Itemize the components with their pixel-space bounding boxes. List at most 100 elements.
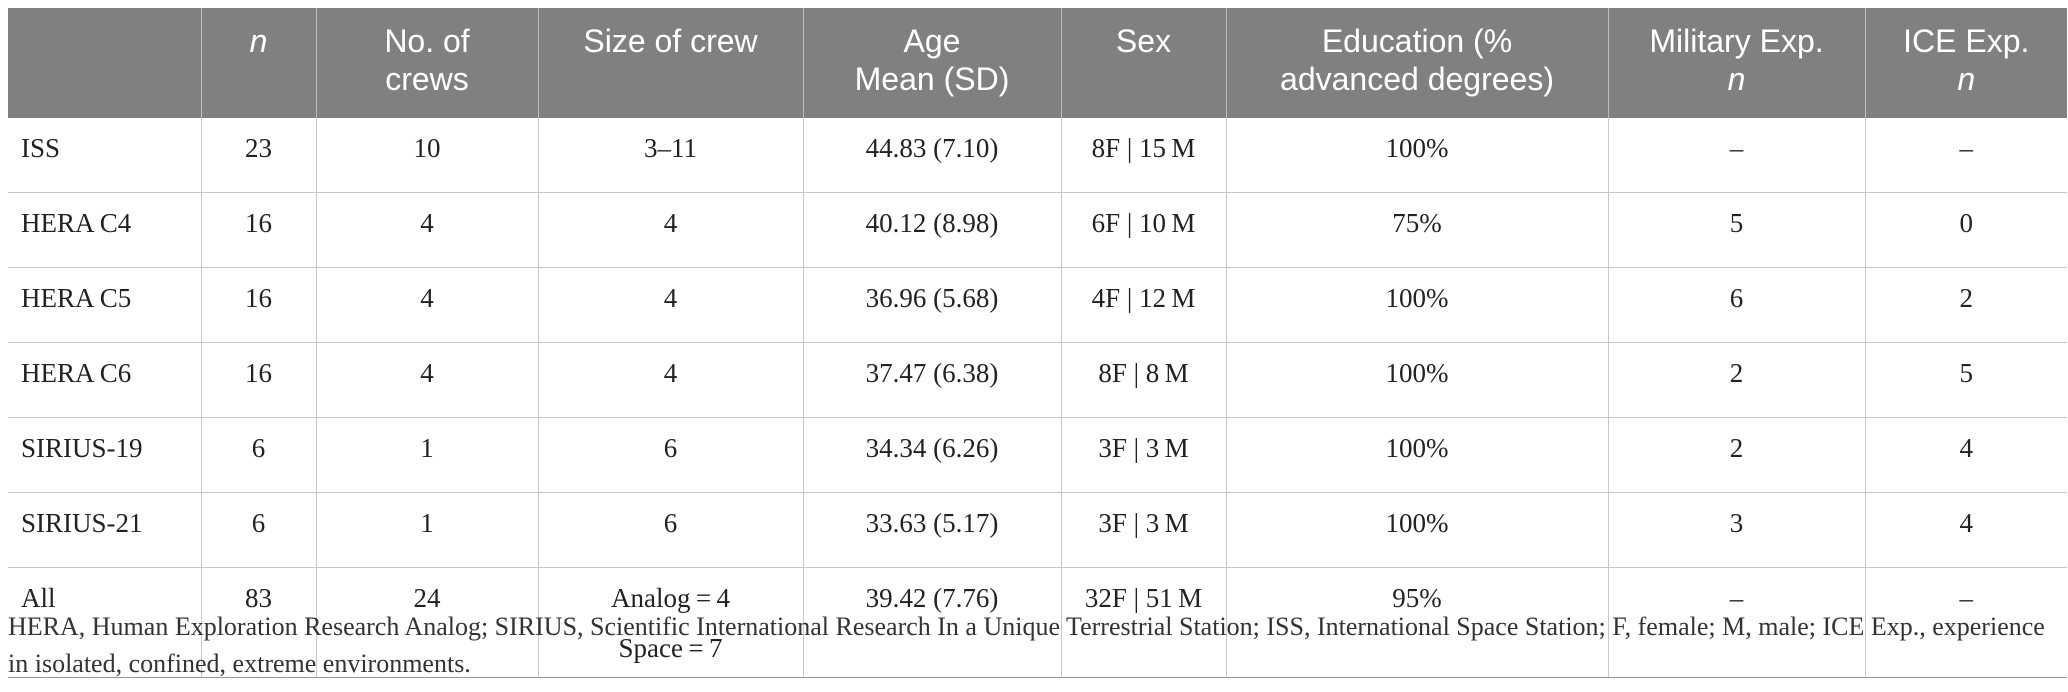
- table-cell-ice: –: [1865, 567, 2067, 678]
- table-cell-age: 44.83 (7.10): [803, 118, 1062, 193]
- cell-value: 37.47 (6.38): [865, 358, 999, 388]
- table-cell-mission: HERA C4: [8, 192, 202, 268]
- column-header: ICE Exp. n: [1865, 8, 2067, 118]
- table-cell-crews: 4: [316, 192, 539, 268]
- cell-value: All: [21, 583, 56, 613]
- table-cell-education: 100%: [1226, 342, 1609, 418]
- table-row: ISS 23 10 3–11 44.83 (7.10) 8F | 15 M 100% – –: [8, 118, 2067, 193]
- table-cell-mission: HERA C5: [8, 267, 202, 343]
- cell-value: 8F | 15 M: [1091, 133, 1196, 163]
- table-cell-age: 33.63 (5.17): [803, 492, 1062, 568]
- table-cell-ice: 2: [1865, 267, 2067, 343]
- cell-value: HERA C4: [21, 208, 132, 238]
- cell-value: 6F | 10 M: [1091, 208, 1196, 238]
- table-cell-military: 2: [1608, 342, 1866, 418]
- cell-value: 100%: [1385, 133, 1449, 163]
- table-cell-mission: ISS: [8, 118, 202, 193]
- table-row: All 83 24 Analog = 4 Space = 7 39.42 (7.76) 32…: [8, 567, 2067, 678]
- table-cell-ice: –: [1865, 118, 2067, 193]
- table-cell-n: 16: [201, 267, 317, 343]
- cell-value: 4: [420, 358, 434, 388]
- table-cell-size: 4: [538, 267, 804, 343]
- cell-value: 100%: [1385, 358, 1449, 388]
- cell-value: 100%: [1385, 508, 1449, 538]
- table-cell-military: –: [1608, 118, 1866, 193]
- column-header: Size of crew: [538, 8, 804, 118]
- column-header: n: [201, 8, 317, 118]
- table-cell-ice: 4: [1865, 492, 2067, 568]
- cell-value: 16: [245, 358, 272, 388]
- column-header-line: crews: [385, 61, 469, 97]
- cell-value: 2: [1729, 433, 1744, 463]
- table-cell-sex: 6F | 10 M: [1061, 192, 1227, 268]
- table-cell-crews: 1: [316, 492, 539, 568]
- table-footnote: HERA, Human Exploration Research Analog;…: [8, 612, 2045, 678]
- table-cell-sex: 32F | 51 M: [1061, 567, 1227, 678]
- cell-value: 16: [245, 208, 272, 238]
- table-cell-sex: 3F | 3 M: [1061, 492, 1227, 568]
- cell-value: 3F | 3 M: [1098, 508, 1189, 538]
- table-cell-military: 6: [1608, 267, 1866, 343]
- column-header-line: Sex: [1115, 23, 1172, 59]
- table-cell-size: 6: [538, 417, 804, 493]
- cell-value: 0: [1959, 208, 1974, 238]
- table-cell-sex: 3F | 3 M: [1061, 417, 1227, 493]
- cell-value: HERA C6: [21, 358, 132, 388]
- table-row: HERA C4 16 4 4 40.12 (8.98) 6F | 10 M 75% 5 0: [8, 192, 2067, 268]
- column-header-line: n: [1727, 61, 1746, 97]
- column-header-line: Education (%: [1321, 23, 1513, 59]
- cell-value: 23: [245, 133, 272, 163]
- table-cell-n: 6: [201, 417, 317, 493]
- cell-value: 6: [1729, 283, 1744, 313]
- table-cell-size: 4: [538, 342, 804, 418]
- table-header: n No. of crews Size of crew Age Mean (SD) Sex E…: [8, 8, 2067, 118]
- table-cell-education: 100%: [1226, 417, 1609, 493]
- table-cell-n: 16: [201, 192, 317, 268]
- cell-value: 16: [245, 283, 272, 313]
- table-cell-education: 75%: [1226, 192, 1609, 268]
- cell-value: 6: [251, 508, 266, 538]
- cell-value: 4: [663, 208, 678, 238]
- table-cell-mission: All: [8, 567, 202, 678]
- table-cell-crews: 10: [316, 118, 539, 193]
- cell-value: 83: [245, 583, 272, 613]
- cell-value: 40.12 (8.98): [865, 208, 999, 238]
- cell-value: 39.42 (7.76): [865, 583, 999, 613]
- cell-value-second-line: Space = 7: [618, 633, 723, 663]
- column-header-line: No. of: [384, 23, 470, 59]
- cell-value: –: [1729, 133, 1744, 163]
- table-cell-crews: 1: [316, 417, 539, 493]
- table-cell-n: 16: [201, 342, 317, 418]
- cell-value: 95%: [1392, 583, 1442, 613]
- table-cell-military: 5: [1608, 192, 1866, 268]
- cell-value: 36.96 (5.68): [865, 283, 999, 313]
- column-header: Education (% advanced degrees): [1226, 8, 1609, 118]
- table-cell-education: 95%: [1226, 567, 1609, 678]
- cell-value: 2: [1959, 283, 1974, 313]
- cell-value: 100%: [1385, 433, 1449, 463]
- table-cell-size: Analog = 4 Space = 7: [538, 567, 804, 678]
- column-header-line: n: [249, 23, 268, 59]
- cell-value: 4: [1959, 508, 1974, 538]
- cell-value: 44.83 (7.10): [865, 133, 999, 163]
- column-header-line: advanced degrees): [1280, 61, 1554, 97]
- demographics-table-container: n No. of crews Size of crew Age Mean (SD) Sex E…: [8, 8, 2067, 678]
- table-cell-military: 2: [1608, 417, 1866, 493]
- cell-value: SIRIUS-19: [21, 433, 143, 463]
- cell-value: 3–11: [644, 133, 697, 163]
- table-cell-n: 6: [201, 492, 317, 568]
- cell-value: 4F | 12 M: [1091, 283, 1196, 313]
- table-cell-crews: 4: [316, 342, 539, 418]
- cell-value: 4: [663, 283, 678, 313]
- table-cell-education: 100%: [1226, 267, 1609, 343]
- column-header: Military Exp. n: [1608, 8, 1866, 118]
- cell-value: 8F | 8 M: [1098, 358, 1189, 388]
- cell-value: 33.63 (5.17): [865, 508, 999, 538]
- cell-value: 10: [413, 133, 441, 163]
- cell-value: –: [1959, 133, 1974, 163]
- demographics-table: n No. of crews Size of crew Age Mean (SD) Sex E…: [8, 8, 2067, 678]
- column-header-line: n: [1957, 61, 1976, 97]
- table-row: SIRIUS-19 6 1 6 34.34 (6.26) 3F | 3 M 100% 2 4: [8, 417, 2067, 493]
- table-cell-military: –: [1608, 567, 1866, 678]
- cell-value: 1: [420, 508, 434, 538]
